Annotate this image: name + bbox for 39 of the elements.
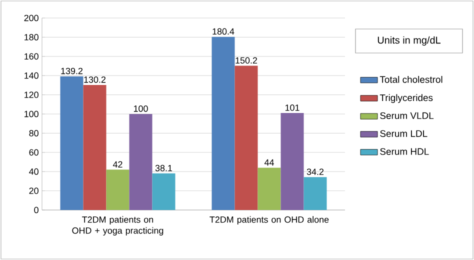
y-tick-label: 100 — [24, 110, 38, 118]
bar — [152, 173, 176, 210]
y-tick-label: 140 — [24, 72, 38, 79]
data-label: 100 — [134, 105, 148, 112]
bar — [304, 177, 327, 210]
legend-label: Serum LDL — [380, 130, 428, 137]
data-label: 101 — [285, 104, 300, 111]
data-label: 34.2 — [306, 168, 324, 175]
text: Units in mg/dL — [378, 36, 441, 46]
bar — [60, 76, 84, 210]
data-label: 42 — [112, 161, 122, 168]
x-tick-label: T2DM patients on OHD + yoga practicing — [72, 216, 164, 236]
y-tick-label: 180 — [24, 34, 38, 40]
y-tick-label: 80 — [29, 130, 38, 136]
legend-label: Serum HDL — [380, 148, 429, 155]
bar — [212, 36, 235, 210]
legend-label: Total cholestrol — [380, 76, 442, 83]
y-tick-label: 0 — [34, 206, 38, 214]
y-tick-label: 60 — [29, 149, 38, 156]
y-tick-label: 120 — [24, 92, 38, 98]
bar — [83, 85, 106, 210]
y-tick-label: 40 — [29, 168, 38, 175]
bar — [258, 168, 281, 210]
data-label: 130.2 — [84, 76, 106, 83]
y-tick-label: 160 — [24, 53, 38, 60]
legend-label: Serum VLDL — [380, 112, 434, 120]
x-tick-label: T2DM patients on OHD alone — [210, 216, 329, 225]
y-tick-label: 20 — [29, 188, 38, 194]
data-label: 139.2 — [61, 68, 83, 74]
bar — [106, 170, 130, 210]
data-label: 38.1 — [155, 164, 172, 172]
bar — [234, 66, 258, 210]
bar — [280, 113, 304, 210]
y-tick-label: 200 — [24, 14, 38, 22]
data-label: 180.4 — [212, 28, 234, 35]
bar — [129, 114, 152, 210]
legend-label: Triglycerides — [380, 94, 433, 103]
data-label: 150.2 — [236, 57, 258, 64]
data-label: 44 — [264, 159, 274, 166]
